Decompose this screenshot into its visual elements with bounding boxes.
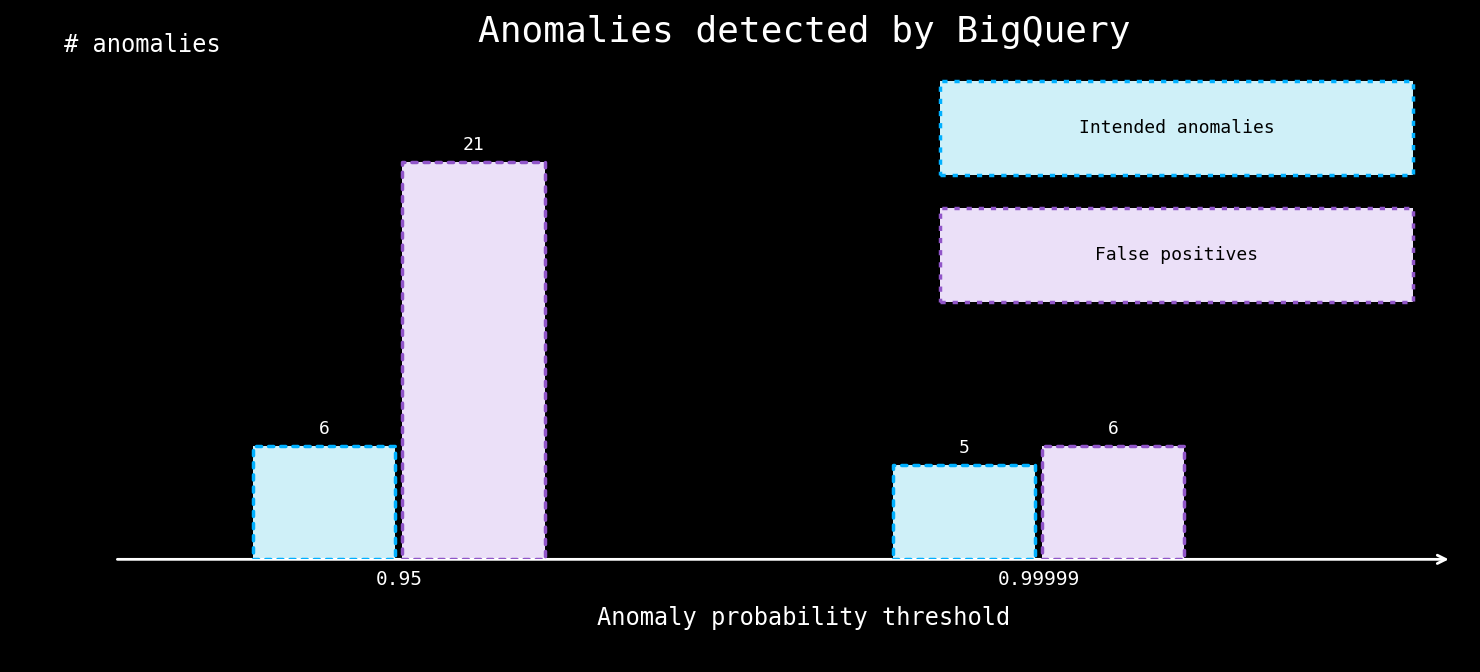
Bar [1042,446,1184,559]
Text: 5: 5 [959,439,969,457]
Bar [403,162,545,559]
Bar [892,464,1035,559]
Text: Intended anomalies: Intended anomalies [1079,119,1274,136]
Text: 6: 6 [318,420,330,438]
Text: # anomalies: # anomalies [64,33,221,57]
Bar [892,464,1035,559]
Text: False positives: False positives [1095,247,1258,264]
Bar [1042,446,1184,559]
Bar [403,162,545,559]
Text: 6: 6 [1107,420,1119,438]
Bar [253,446,395,559]
X-axis label: Anomaly probability threshold: Anomaly probability threshold [598,606,1011,630]
Bar [253,446,395,559]
Text: 21: 21 [463,136,484,154]
Title: Anomalies detected by BigQuery: Anomalies detected by BigQuery [478,15,1131,49]
